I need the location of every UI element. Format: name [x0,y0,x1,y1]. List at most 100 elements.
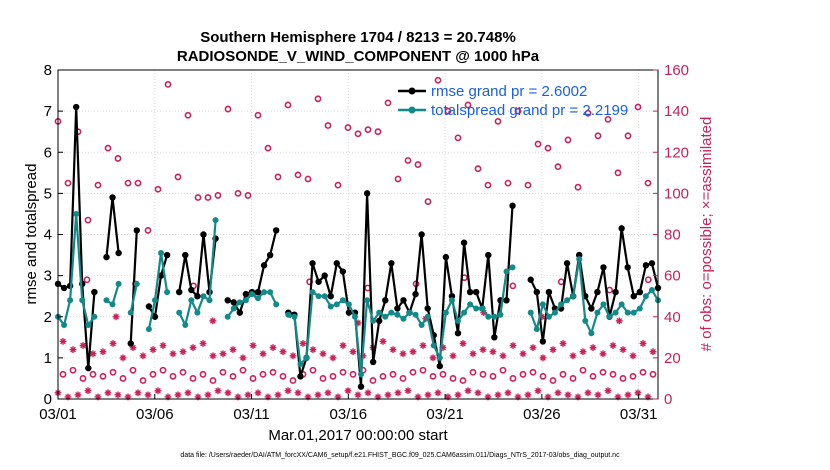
obs-possible-point [594,132,602,140]
obs-assimilated-point [209,352,217,360]
obs-possible-point [394,175,402,183]
x-axis-label: Mar.01,2017 00:00:00 start [268,427,448,444]
totalspread-point [230,305,237,312]
obs-possible-point [149,370,157,378]
obs-assimilated-point [294,389,302,397]
rmse-point [539,338,547,345]
totalspread-point [291,313,298,320]
totalspread-point [606,313,613,320]
totalspread-point [91,313,98,320]
obs-possible-point [104,144,112,152]
rmse-line [529,227,660,343]
obs-possible-point [449,375,457,382]
y-tick-label-right: 80 [664,227,681,244]
totalspread-point [345,301,352,308]
obs-possible-point [239,366,247,374]
rmse-point [224,297,231,304]
rmse-point [418,231,425,238]
obs-possible-point [134,179,142,187]
totalspread-point [545,313,552,320]
rmse-point [466,288,474,296]
obs-possible-point [444,107,452,115]
totalspread-point [224,313,231,320]
rmse-point [85,364,92,372]
y-tick-label-left: 4 [44,227,52,244]
obs-possible-point [479,370,487,378]
obs-possible-point [489,372,497,380]
rmse-point [151,313,159,320]
obs-possible-point [379,372,387,380]
rmse-point [363,190,371,197]
totalspread-point [309,289,316,296]
totalspread-point [206,297,213,304]
rmse-point [485,251,492,259]
y-tick-label-left: 0 [44,391,52,408]
totalspread-point [315,293,322,300]
totalspread-point [558,301,565,308]
obs-assimilated-point [104,389,112,397]
obs-possible-point [69,366,77,374]
rmse-point [648,260,656,267]
obs-assimilated-point [639,340,647,347]
obs-possible-point [269,368,277,376]
obs-assimilated-point [449,352,457,360]
totalspread-point [176,309,183,316]
obs-assimilated-point [504,389,512,397]
obs-assimilated-point [554,389,562,397]
obs-assimilated-point [189,344,197,351]
obs-assimilated-point [149,346,157,354]
obs-possible-point [514,107,522,115]
obs-assimilated-point [319,350,327,358]
obs-assimilated-point [594,391,602,399]
totalspread-point [533,326,540,333]
totalspread-line [178,220,217,327]
obs-assimilated-point [159,342,167,349]
chart-subtitle: RADIOSONDE_V_WIND_COMPONENT @ 1000 hPa [177,48,540,65]
obs-possible-point [324,122,332,129]
obs-assimilated-point [394,389,402,397]
totalspread-point [200,293,207,300]
totalspread-point [164,289,171,296]
obs-assimilated-point [494,391,502,399]
totalspread-point [455,317,461,324]
obs-possible-point [589,372,597,380]
obs-possible-point [139,377,147,384]
obs-assimilated-point [199,340,207,347]
obs-possible-point [539,372,547,380]
rmse-point [388,260,395,267]
obs-assimilated-point [229,346,237,354]
obs-assimilated-point [509,342,517,349]
totalspread-point [79,297,86,304]
obs-count-markers [54,76,657,401]
y-tick-label-left: 8 [44,62,52,79]
obs-assimilated-point [284,387,292,395]
obs-assimilated-point [109,340,117,347]
obs-assimilated-point [84,387,92,395]
totalspread-point [297,361,304,368]
rmse-point [394,305,401,312]
obs-assimilated-point [112,313,120,321]
legend-spread-label: totalspread grand pr = 2.2199 [431,102,628,119]
totalspread-point [115,280,122,287]
rmse-point [618,225,625,232]
obs-assimilated-point [249,342,257,349]
rmse-point [503,297,510,304]
obs-possible-point [459,377,467,384]
obs-assimilated-point [389,346,397,354]
rmse-point [109,194,116,201]
obs-assimilated-point [309,346,317,354]
obs-possible-point [529,368,537,376]
obs-assimilated-point [59,338,67,345]
obs-assimilated-point [529,344,537,351]
obs-possible-point [419,366,427,374]
obs-possible-point [614,169,622,177]
totalspread-point [600,301,607,308]
obs-possible-point [606,286,614,294]
obs-assimilated-point [564,391,572,399]
totalspread-point [436,354,443,361]
obs-possible-point [154,185,162,193]
obs-assimilated-point [279,348,287,356]
totalspread-point [261,289,268,296]
totalspread-point [642,293,649,300]
totalspread-point [630,309,637,316]
